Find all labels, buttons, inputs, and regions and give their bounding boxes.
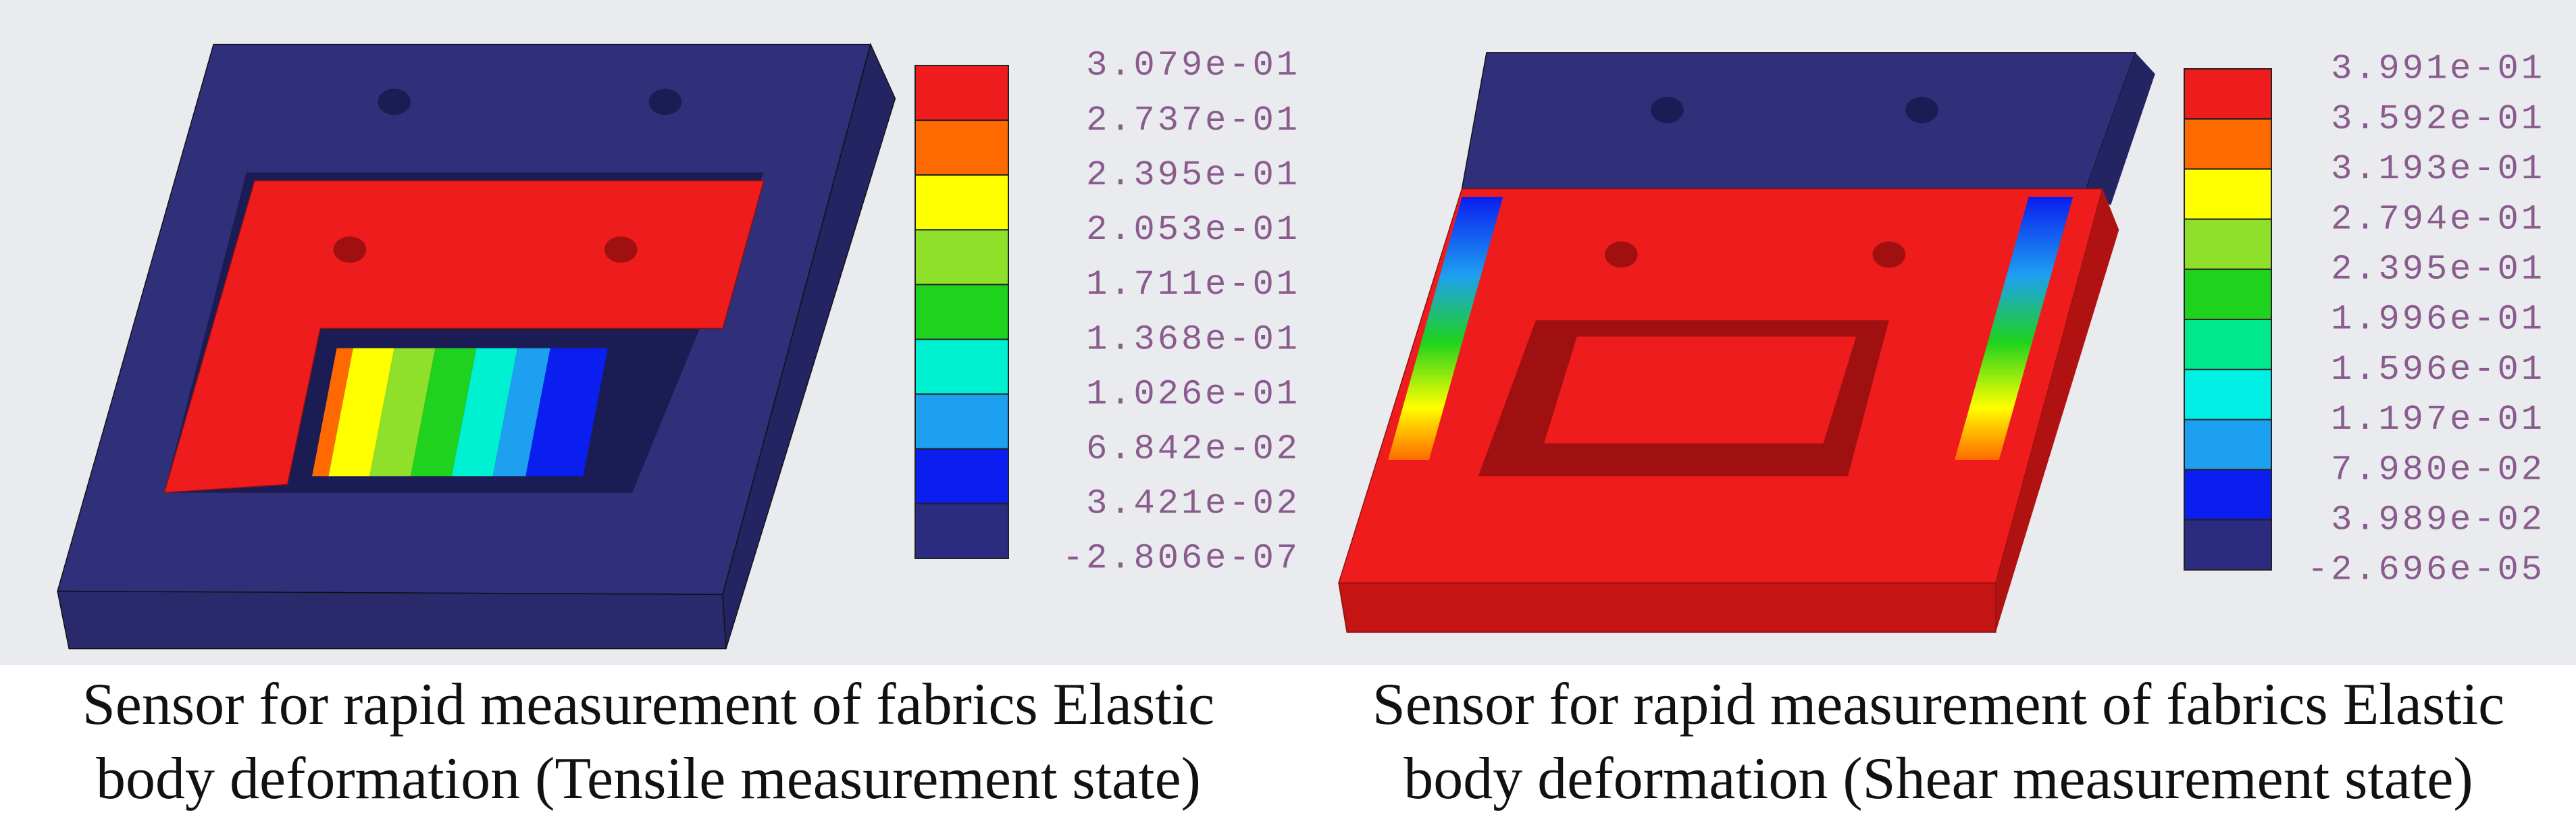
colorbar-band [2184, 168, 2272, 220]
legend-label: 6.842e-02 [1086, 429, 1300, 469]
caption: Sensor for rapid measurement of fabrics … [1372, 672, 2504, 737]
strip [1388, 196, 1503, 460]
colorbar-band [2184, 469, 2272, 521]
legend-label: 2.395e-01 [1086, 155, 1300, 195]
inner-plate [1544, 336, 1857, 444]
frame-side [2086, 52, 2155, 205]
colorbar-band [2184, 68, 2272, 120]
frame-top [1461, 52, 2136, 190]
colorbar-band [915, 393, 1009, 450]
frame-side [722, 43, 896, 649]
legend-label: 2.395e-01 [2331, 250, 2545, 290]
legend-label: 2.737e-01 [1086, 101, 1300, 140]
legend-label: 1.026e-01 [1086, 374, 1300, 414]
caption: body deformation (Tensile measurement st… [96, 746, 1201, 812]
colorbar-band [2184, 268, 2272, 320]
legend-label: 1.996e-01 [2331, 300, 2545, 340]
legend-label: 2.053e-01 [1086, 210, 1300, 250]
strip [451, 348, 518, 477]
strip [312, 348, 353, 477]
hole [1651, 97, 1684, 124]
hole [378, 88, 411, 115]
caption: Sensor for rapid measurement of fabrics … [82, 672, 1214, 737]
colorbar-band [2184, 319, 2272, 371]
legend-label: 3.991e-01 [2331, 49, 2545, 89]
caption: body deformation (Shear measurement stat… [1403, 746, 2473, 812]
strip [492, 348, 550, 477]
legend-label: 1.197e-01 [2331, 400, 2545, 440]
legend-label: 1.368e-01 [1086, 319, 1300, 359]
colorbar-band [915, 448, 1009, 504]
legend-label: -2.696e-05 [2307, 550, 2545, 590]
colorbar-band [915, 120, 1009, 176]
hole [604, 236, 638, 263]
legend-label: 1.711e-01 [1086, 265, 1300, 305]
colorbar-band [2184, 519, 2272, 571]
strip [1955, 196, 2073, 460]
legend-label: 3.989e-02 [2331, 500, 2545, 540]
legend-label: 1.596e-01 [2331, 350, 2545, 390]
legend-label: 3.592e-01 [2331, 99, 2545, 139]
legend-label: -2.806e-07 [1062, 539, 1300, 579]
colorbar-band [2184, 419, 2272, 471]
plate-side [1995, 188, 2119, 633]
strip [328, 348, 394, 477]
strip [369, 348, 436, 477]
legend-label: 7.980e-02 [2331, 450, 2545, 490]
strip [411, 348, 477, 477]
renderings [57, 43, 2155, 650]
frame-front [57, 590, 727, 650]
colorbar-band [915, 502, 1009, 560]
legend-label: 3.079e-01 [1086, 46, 1300, 86]
colorbar-band [915, 338, 1009, 395]
legend-label: 3.421e-02 [1086, 484, 1300, 524]
colorbar-band [915, 229, 1009, 286]
hole [1872, 241, 1906, 268]
colorbar-band [915, 65, 1009, 122]
plate-front [1338, 582, 1997, 633]
hole [333, 236, 367, 263]
colorbar-band [915, 284, 1009, 340]
legend-label: 3.193e-01 [2331, 149, 2545, 189]
colorbar-band [915, 174, 1009, 231]
hole [1605, 241, 1638, 268]
colorbar-band [2184, 118, 2272, 170]
strip [525, 348, 608, 477]
hole [648, 88, 682, 115]
colorbar-band [2184, 218, 2272, 270]
hole [1905, 97, 1938, 124]
colorbar-band [2184, 369, 2272, 421]
legend-label: 2.794e-01 [2331, 199, 2545, 239]
